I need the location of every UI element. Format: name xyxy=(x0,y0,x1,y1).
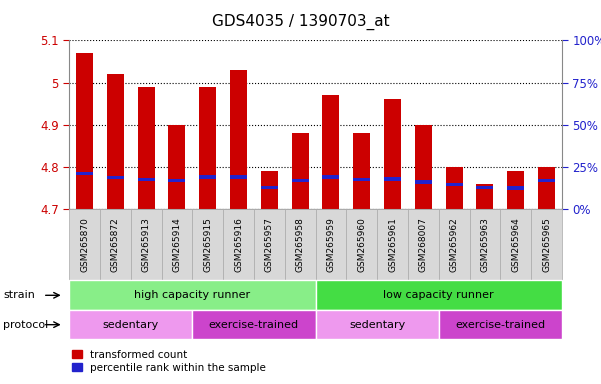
Bar xyxy=(507,187,524,190)
Bar xyxy=(107,176,124,179)
Bar xyxy=(291,179,308,182)
Legend: transformed count, percentile rank within the sample: transformed count, percentile rank withi… xyxy=(69,346,270,377)
Bar xyxy=(107,74,124,209)
Text: GSM265913: GSM265913 xyxy=(142,217,151,272)
Bar xyxy=(76,172,93,175)
Text: GSM265872: GSM265872 xyxy=(111,217,120,272)
Bar xyxy=(323,175,340,179)
Bar xyxy=(415,125,432,209)
Text: GSM265964: GSM265964 xyxy=(511,217,520,272)
Bar xyxy=(353,178,370,181)
Text: high capacity runner: high capacity runner xyxy=(134,290,251,300)
Bar xyxy=(323,95,340,209)
Text: GSM265962: GSM265962 xyxy=(450,217,459,272)
Text: GDS4035 / 1390703_at: GDS4035 / 1390703_at xyxy=(212,13,389,30)
Bar xyxy=(507,171,524,209)
Bar xyxy=(538,179,555,182)
Text: protocol: protocol xyxy=(3,319,48,330)
Text: GSM265916: GSM265916 xyxy=(234,217,243,272)
Text: sedentary: sedentary xyxy=(103,319,159,330)
Bar xyxy=(446,167,463,209)
Text: GSM265965: GSM265965 xyxy=(542,217,551,272)
Text: low capacity runner: low capacity runner xyxy=(383,290,494,300)
Text: sedentary: sedentary xyxy=(349,319,405,330)
Text: GSM265915: GSM265915 xyxy=(203,217,212,272)
Bar xyxy=(261,185,278,189)
Bar xyxy=(415,180,432,184)
Bar xyxy=(230,70,247,209)
Bar xyxy=(477,185,493,189)
Text: GSM265870: GSM265870 xyxy=(80,217,89,272)
Text: GSM265959: GSM265959 xyxy=(326,217,335,272)
Bar xyxy=(168,125,185,209)
Text: GSM265960: GSM265960 xyxy=(357,217,366,272)
Bar xyxy=(230,175,247,179)
Bar xyxy=(138,87,154,209)
Text: GSM265963: GSM265963 xyxy=(480,217,489,272)
Text: strain: strain xyxy=(3,290,35,300)
Bar xyxy=(138,178,154,181)
Bar xyxy=(384,177,401,180)
Text: GSM265961: GSM265961 xyxy=(388,217,397,272)
Bar xyxy=(353,133,370,209)
Bar xyxy=(384,99,401,209)
Bar xyxy=(76,53,93,209)
Text: GSM265957: GSM265957 xyxy=(265,217,274,272)
Bar xyxy=(200,175,216,179)
Text: exercise-trained: exercise-trained xyxy=(209,319,299,330)
Text: GSM265914: GSM265914 xyxy=(172,217,182,272)
Bar xyxy=(168,179,185,182)
Bar xyxy=(446,183,463,187)
Text: GSM268007: GSM268007 xyxy=(419,217,428,272)
Text: exercise-trained: exercise-trained xyxy=(456,319,545,330)
Bar xyxy=(200,87,216,209)
Bar xyxy=(538,167,555,209)
Bar xyxy=(291,133,308,209)
Bar xyxy=(477,184,493,209)
Bar xyxy=(261,171,278,209)
Text: GSM265958: GSM265958 xyxy=(296,217,305,272)
